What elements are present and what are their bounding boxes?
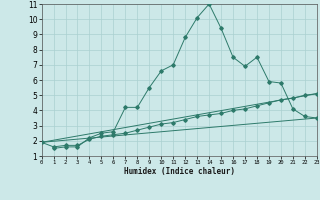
X-axis label: Humidex (Indice chaleur): Humidex (Indice chaleur) — [124, 167, 235, 176]
